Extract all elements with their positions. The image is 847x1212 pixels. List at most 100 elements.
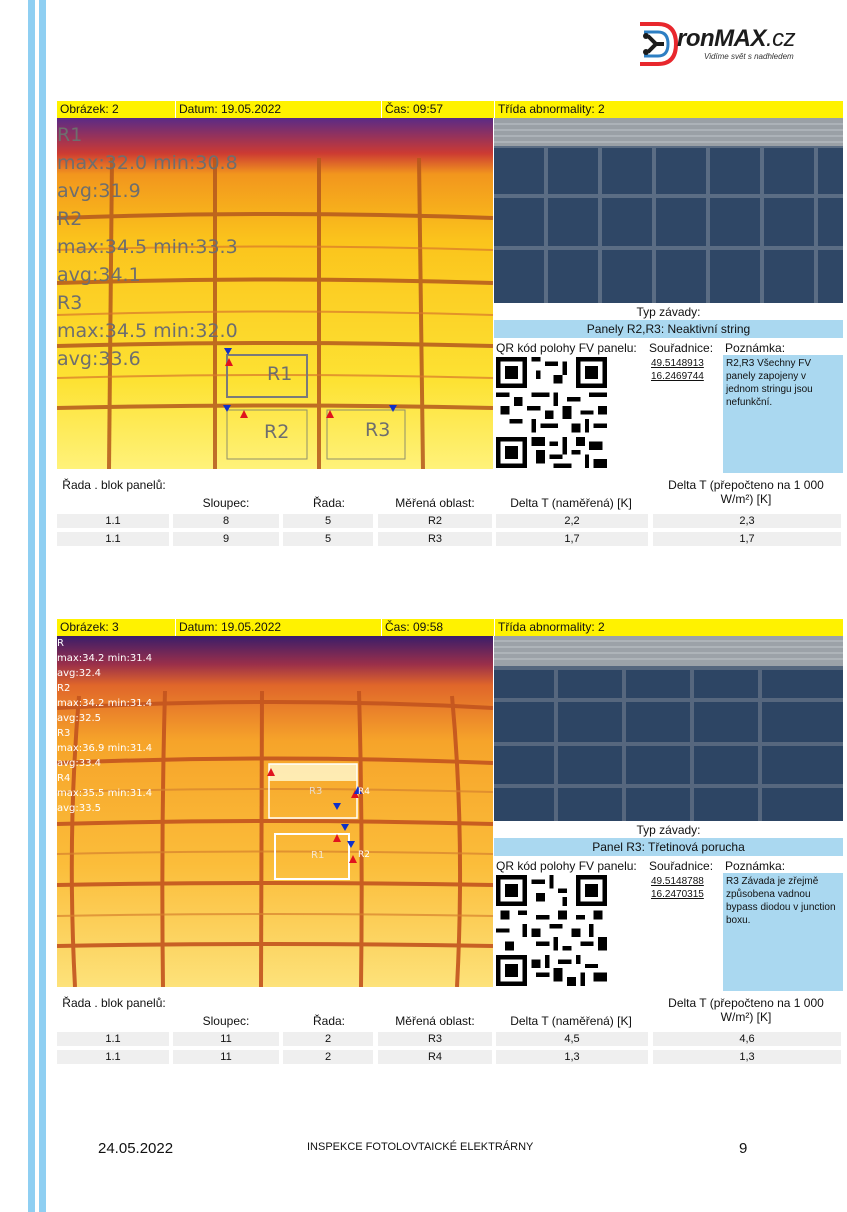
brand-name: ronMAX.cz [677,25,796,52]
latitude: 49.5148788 [651,876,704,887]
table-cell: 4,6 [653,1032,841,1046]
report-date: Datum: 19.05.2022 [175,619,381,636]
column-header: Měřená oblast: [395,1014,475,1028]
column-header: Řada: [312,496,346,510]
table-cell: 4,5 [496,1032,648,1046]
region-label: R4 [358,787,370,797]
table-cell: 1.1 [57,514,169,528]
latitude: 49.5148913 [651,358,704,369]
table-cell: 5 [283,532,373,546]
left-margin-bar [28,0,35,1212]
report-header: Obrázek: 3 Datum: 19.05.2022 Čas: 09:58 … [57,619,843,636]
thermal-readout: max:34.2 min:31.4 [57,698,153,709]
table-cell: 9 [173,532,279,546]
brand-logo: ronMAX.cz Vidíme svět s nadhledem [636,20,836,68]
report-date: Datum: 19.05.2022 [175,101,381,118]
table-cell: 2,2 [496,514,648,528]
thermal-image: R1 R2 R3 R1 max:32.0 min:30.8 avg:31.9 R… [57,118,493,469]
column-header: Řada . blok panelů: [62,996,166,1010]
table-row: 1.1 8 5 R2 2,2 2,3 [57,514,843,528]
thermal-readout: R [57,638,64,649]
panel-photo [494,118,843,303]
note-label: Poznámka: [725,859,786,873]
abnormality-class: Třída abnormality: 2 [494,619,843,636]
longitude: 16.2470315 [651,889,704,900]
column-header: Řada: [312,1014,346,1028]
qr-label: QR kód polohy FV panelu: [496,341,637,355]
page-number: 9 [739,1140,748,1157]
location-qr-code [496,357,607,468]
table-cell: 5 [283,514,373,528]
thermal-readout: avg:34.1 [57,264,141,286]
note-box: R2,R3 Všechny FV panely zapojeny v jedno… [723,355,843,473]
abnormality-class: Třída abnormality: 2 [494,101,843,118]
table-cell: 1,7 [653,532,841,546]
table-row: 1.1 9 5 R3 1,7 1,7 [57,532,843,546]
thermal-readout: R2 [57,683,71,694]
table-cell: 1,3 [496,1050,648,1064]
thermal-readout: max:32.0 min:30.8 [57,152,238,174]
longitude: 16.2469744 [651,371,704,382]
table-cell: R4 [378,1050,492,1064]
drone-logo-icon [640,22,679,66]
table-cell: 11 [173,1032,279,1046]
gps-coordinates: 49.5148788 16.2470315 [651,875,704,901]
thermal-readout: max:35.5 min:31.4 [57,788,153,799]
table-cell: 1.1 [57,1050,169,1064]
thermal-readout: avg:33.5 [57,803,102,814]
defect-type-value: Panely R2,R3: Neaktivní string [494,320,843,338]
column-header: Řada . blok panelů: [62,478,166,492]
image-number: Obrázek: 3 [60,620,119,634]
thermal-readout: avg:33.6 [57,348,141,370]
table-cell: R2 [378,514,492,528]
table-cell: 11 [173,1050,279,1064]
region-label: R2 [358,850,370,860]
image-number: Obrázek: 2 [60,102,119,116]
column-header: Sloupec: [202,1014,250,1028]
report-time: Čas: 09:57 [381,101,494,118]
defect-type-value: Panel R3: Třetinová porucha [494,838,843,856]
table-cell: 2 [283,1032,373,1046]
defect-type-label: Typ závady: [636,305,701,319]
thermal-readout: R2 [57,208,83,230]
region-label: R3 [365,419,390,441]
column-header: Delta T (přepočteno na 1 000 W/m²) [K] [668,996,824,1024]
thermal-readout: max:36.9 min:31.4 [57,743,153,754]
panel-photo [494,636,843,821]
thermal-image: R3 R1 R4 R2 R max:34.2 min:31.4 avg:32.4… [57,636,493,987]
column-header: Delta T (naměřená) [K] [510,496,632,510]
thermal-readout: avg:31.9 [57,180,141,202]
footer-title: INSPEKCE FOTOLOVTAICKÉ ELEKTRÁRNY [307,1141,534,1153]
thermal-readout: R3 [57,292,83,314]
table-cell: 1,3 [653,1050,841,1064]
column-header: Delta T (přepočteno na 1 000 W/m²) [K] [668,478,824,506]
brand-slogan: Vidíme svět s nadhledem [704,52,794,61]
qr-label: QR kód polohy FV panelu: [496,859,637,873]
table-cell: 1.1 [57,532,169,546]
gps-coordinates: 49.5148913 16.2469744 [651,357,704,383]
coords-label: Souřadnice: [649,341,714,355]
region-label: R3 [309,786,322,797]
table-cell: 2 [283,1050,373,1064]
thermal-readout: R1 [57,124,83,146]
table-cell: 1.1 [57,1032,169,1046]
thermal-readout: max:34.5 min:33.3 [57,236,238,258]
thermal-readout: avg:32.5 [57,713,102,724]
defect-type-label: Typ závady: [636,823,701,837]
note-box: R3 Závada je zřejmě způsobena vadnou byp… [723,873,843,991]
thermal-readout: max:34.2 min:31.4 [57,653,153,664]
table-cell: 8 [173,514,279,528]
region-label: R1 [267,363,292,385]
column-header: Delta T (naměřená) [K] [510,1014,632,1028]
report-header: Obrázek: 2 Datum: 19.05.2022 Čas: 09:57 … [57,101,843,118]
report-time: Čas: 09:58 [381,619,494,636]
thermal-readout: max:34.5 min:32.0 [57,320,238,342]
table-row: 1.1 11 2 R3 4,5 4,6 [57,1032,843,1046]
thermal-readout: avg:33.4 [57,758,102,769]
table-cell: R3 [378,532,492,546]
table-cell: 1,7 [496,532,648,546]
note-label: Poznámka: [725,341,786,355]
table-cell: 2,3 [653,514,841,528]
table-cell: R3 [378,1032,492,1046]
table-row: 1.1 11 2 R4 1,3 1,3 [57,1050,843,1064]
